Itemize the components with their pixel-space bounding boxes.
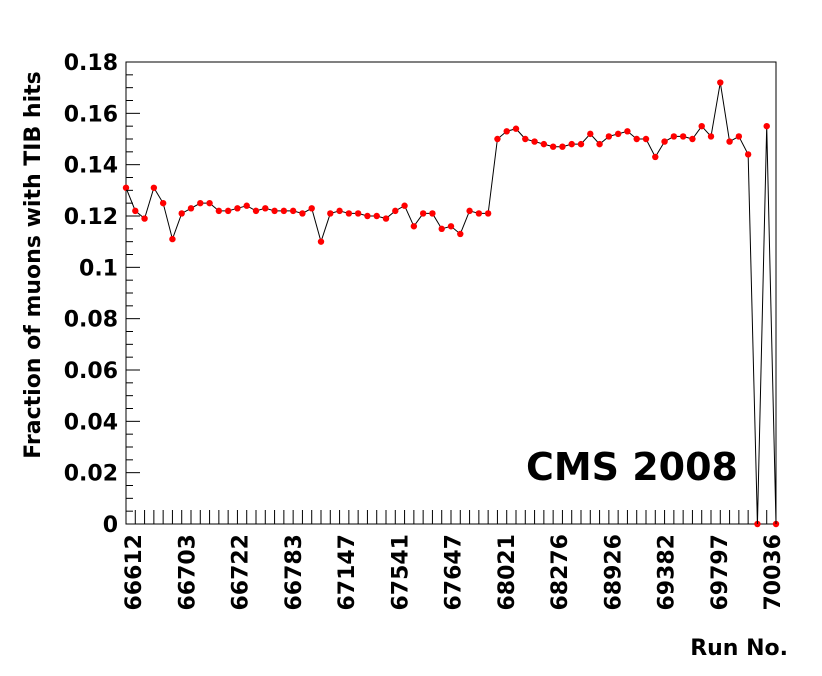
data-point — [169, 235, 176, 243]
data-point — [642, 135, 650, 143]
data-point — [271, 207, 278, 215]
data-point — [763, 122, 770, 130]
x-axis: 66612 66703 66722 66783 67147 67541 67647 68021… — [122, 510, 786, 611]
data-point — [670, 133, 678, 140]
data-point — [522, 135, 529, 143]
data-point — [568, 140, 575, 148]
data-point — [178, 210, 185, 217]
data-point — [401, 202, 408, 209]
data-point — [726, 138, 733, 145]
x-tick-label: 67647 — [442, 534, 467, 611]
y-tick-label: 0.1 — [79, 256, 118, 281]
x-tick-label: 70036 — [761, 534, 786, 611]
x-tick-label: 68021 — [495, 534, 520, 611]
x-tick-label: 68926 — [601, 534, 626, 611]
data-point — [605, 133, 613, 140]
data-point — [243, 202, 250, 209]
y-axis-title: Fraction of muons with TIB hits — [21, 71, 46, 458]
data-point — [744, 151, 752, 158]
x-tick-label: 67147 — [335, 534, 360, 611]
x-tick-label: 69382 — [655, 534, 680, 611]
data-point — [234, 205, 241, 212]
data-point — [345, 210, 353, 217]
data-point — [447, 223, 455, 230]
data-point — [187, 205, 195, 212]
data-point — [549, 143, 557, 150]
x-tick-label: 69797 — [708, 534, 733, 611]
data-point — [364, 212, 371, 220]
data-point — [735, 133, 743, 140]
data-point — [679, 133, 687, 140]
data-point — [327, 210, 334, 217]
data-point — [132, 207, 139, 215]
data-point — [262, 205, 269, 212]
y-tick-label: 0.16 — [64, 102, 118, 127]
data-point — [587, 130, 594, 138]
y-tick-label: 0.06 — [64, 359, 118, 384]
data-point — [224, 207, 232, 215]
data-point — [466, 207, 473, 215]
experiment-annotation: CMS 2008 — [526, 445, 738, 489]
x-tick-label: 66703 — [175, 534, 200, 611]
data-point — [252, 207, 260, 215]
data-point — [280, 207, 288, 215]
data-point — [633, 135, 640, 143]
y-tick-label: 0.02 — [64, 462, 118, 487]
data-point — [577, 140, 585, 148]
data-point — [707, 133, 715, 140]
data-point — [373, 212, 380, 220]
data-point — [354, 210, 362, 217]
data-point — [438, 225, 445, 233]
data-point — [206, 199, 213, 207]
data-point — [531, 138, 538, 145]
data-point — [661, 138, 668, 145]
y-tick-label: 0.04 — [64, 410, 118, 435]
data-point — [484, 210, 492, 217]
data-point — [141, 215, 148, 222]
data-point — [698, 122, 705, 130]
x-tick-label: 67541 — [388, 534, 413, 611]
data-point — [410, 223, 418, 230]
data-point — [559, 143, 566, 150]
data-point — [122, 184, 130, 191]
data-point — [159, 199, 167, 207]
data-point — [392, 207, 399, 215]
data-point — [215, 207, 223, 215]
data-point — [652, 153, 659, 161]
data-point — [317, 238, 325, 245]
y-tick-label: 0.18 — [64, 51, 118, 76]
data-point — [689, 135, 696, 143]
data-point — [512, 125, 520, 132]
data-point — [614, 130, 622, 138]
data-point — [308, 205, 315, 212]
data-point — [475, 210, 483, 217]
data-point — [336, 207, 343, 215]
data-point — [624, 128, 631, 135]
data-point — [150, 184, 158, 191]
x-axis-title: Run No. — [690, 636, 788, 661]
data-point — [382, 215, 390, 222]
data-point — [429, 210, 436, 217]
x-tick-label: 68276 — [548, 534, 573, 611]
data-point — [494, 135, 501, 143]
data-point — [289, 207, 297, 215]
data-point — [503, 128, 510, 135]
y-tick-label: 0.14 — [64, 154, 118, 179]
data-point — [717, 79, 724, 86]
y-tick-label: 0.12 — [64, 205, 118, 230]
x-tick-label: 66783 — [282, 534, 307, 611]
y-tick-label: 0 — [103, 513, 118, 538]
x-tick-label: 66722 — [229, 534, 254, 611]
y-axis: 0 0.02 0.04 0.06 0.08 0.1 0.12 0.14 0.16 0.18 — [64, 51, 140, 538]
data-point — [419, 210, 427, 217]
data-point — [457, 230, 464, 238]
data-point — [540, 140, 548, 148]
data-point — [197, 199, 204, 207]
x-tick-label: 66612 — [122, 534, 147, 611]
data-point — [596, 140, 603, 148]
data-point — [299, 210, 306, 217]
y-tick-label: 0.08 — [64, 308, 118, 333]
